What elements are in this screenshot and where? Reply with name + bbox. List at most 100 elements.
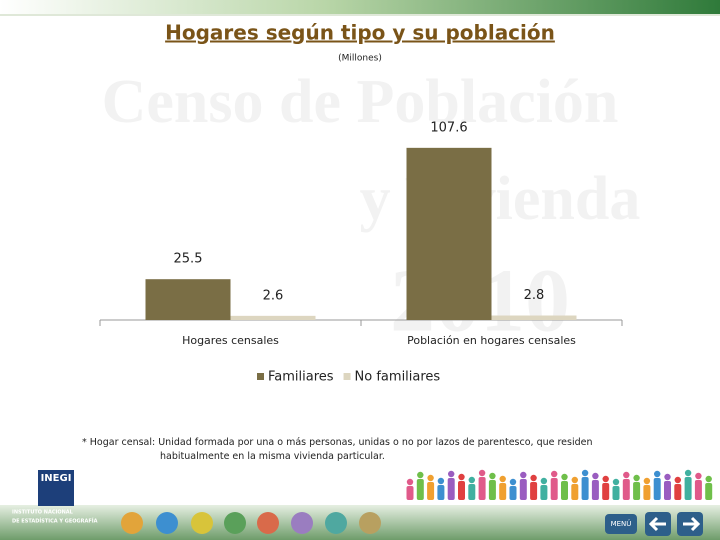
person-head <box>437 477 445 485</box>
legend-swatch <box>343 373 351 380</box>
person-head <box>530 474 537 482</box>
person-head <box>478 469 486 477</box>
bar <box>230 315 316 320</box>
person-body <box>478 477 486 500</box>
legend-swatch <box>257 373 264 380</box>
person-body <box>622 479 630 500</box>
logo-mark <box>38 470 74 506</box>
logo-caption: INSTITUTO NACIONAL <box>12 510 74 516</box>
person-body <box>540 485 548 500</box>
person-head <box>540 477 548 485</box>
person-body <box>612 486 620 500</box>
person-body <box>591 480 599 500</box>
person-body <box>406 486 414 500</box>
nav-icon[interactable] <box>156 512 178 534</box>
person-body <box>499 483 507 500</box>
prev-arrow <box>648 516 666 532</box>
person-head <box>705 475 712 483</box>
x-tick-label: Hogares censales <box>182 334 279 347</box>
person-body <box>519 479 527 500</box>
nav-icon[interactable] <box>224 512 246 534</box>
bar <box>406 147 492 320</box>
person-head <box>427 474 434 482</box>
person-body <box>416 479 424 500</box>
person-body <box>674 484 682 500</box>
person-head <box>468 476 475 484</box>
nav-icon[interactable] <box>121 512 143 534</box>
menu-button[interactable] <box>605 514 637 534</box>
watermark-text: Censo de Población <box>102 68 619 136</box>
person-head <box>602 475 609 483</box>
person-body <box>427 482 435 500</box>
footnote: * Hogar censal: Unidad formada por una o… <box>82 436 642 464</box>
person-body <box>684 477 692 500</box>
person-head <box>592 472 599 480</box>
people-decoration <box>406 469 713 500</box>
person-head <box>695 472 702 480</box>
value-label: 2.6 <box>263 288 284 303</box>
nav-icon[interactable] <box>291 512 313 534</box>
person-body <box>530 482 538 500</box>
bar <box>491 315 577 320</box>
person-body <box>447 478 455 500</box>
person-head <box>448 470 455 478</box>
footnote-line: habitualmente en la misma vivienda parti… <box>160 451 385 462</box>
watermark: Censo de Población y Vivienda 2010 <box>102 68 641 350</box>
person-body <box>664 481 671 500</box>
value-label: 25.5 <box>174 252 203 267</box>
person-head <box>417 471 424 479</box>
bar <box>145 279 231 320</box>
person-body <box>653 478 661 500</box>
person-body <box>509 486 517 500</box>
nav-icon[interactable] <box>359 512 381 534</box>
logo-caption: DE ESTADÍSTICA Y GEOGRAFÍA <box>12 517 98 525</box>
person-head <box>623 471 630 479</box>
person-body <box>694 480 702 500</box>
person-head <box>664 473 671 481</box>
person-head <box>509 478 517 486</box>
person-head <box>612 478 620 486</box>
menu-label[interactable]: MENÚ <box>611 519 632 528</box>
person-head <box>633 474 640 482</box>
person-body <box>437 485 445 500</box>
person-head <box>489 472 496 480</box>
person-head <box>551 470 558 478</box>
person-body <box>550 478 558 500</box>
person-head <box>654 470 661 478</box>
next-arrow <box>683 516 701 532</box>
person-body <box>571 484 579 500</box>
logo: INEGI INSTITUTO NACIONAL DE ESTADÍSTICA … <box>12 470 98 525</box>
person-body <box>602 483 610 500</box>
person-head <box>674 476 681 484</box>
person-body <box>458 481 465 500</box>
person-head <box>406 478 414 486</box>
person-body <box>581 477 589 500</box>
nav-icon[interactable] <box>257 512 279 534</box>
value-label: 2.8 <box>524 288 545 303</box>
person-body <box>468 484 476 500</box>
watermark-text: y Vivienda <box>360 165 641 233</box>
person-head <box>571 476 578 484</box>
chart-subtitle: (Millones) <box>338 54 382 64</box>
person-head <box>684 469 692 477</box>
value-label: 107.6 <box>430 120 467 135</box>
top-band <box>0 0 720 14</box>
logo-name: INEGI <box>41 473 72 484</box>
person-body <box>561 481 568 500</box>
person-head <box>581 469 589 477</box>
top-band-line <box>0 14 720 16</box>
x-tick-label: Población en hogares censales <box>407 334 576 347</box>
person-body <box>705 483 713 500</box>
person-head <box>520 471 527 479</box>
legend-label: Familiares <box>268 370 334 385</box>
person-body <box>488 480 496 500</box>
person-body <box>643 485 651 500</box>
nav-icon[interactable] <box>191 512 213 534</box>
person-head <box>561 473 568 481</box>
nav-icons <box>121 512 381 534</box>
person-head <box>643 477 651 485</box>
nav-icon[interactable] <box>325 512 347 534</box>
person-body <box>633 482 641 500</box>
